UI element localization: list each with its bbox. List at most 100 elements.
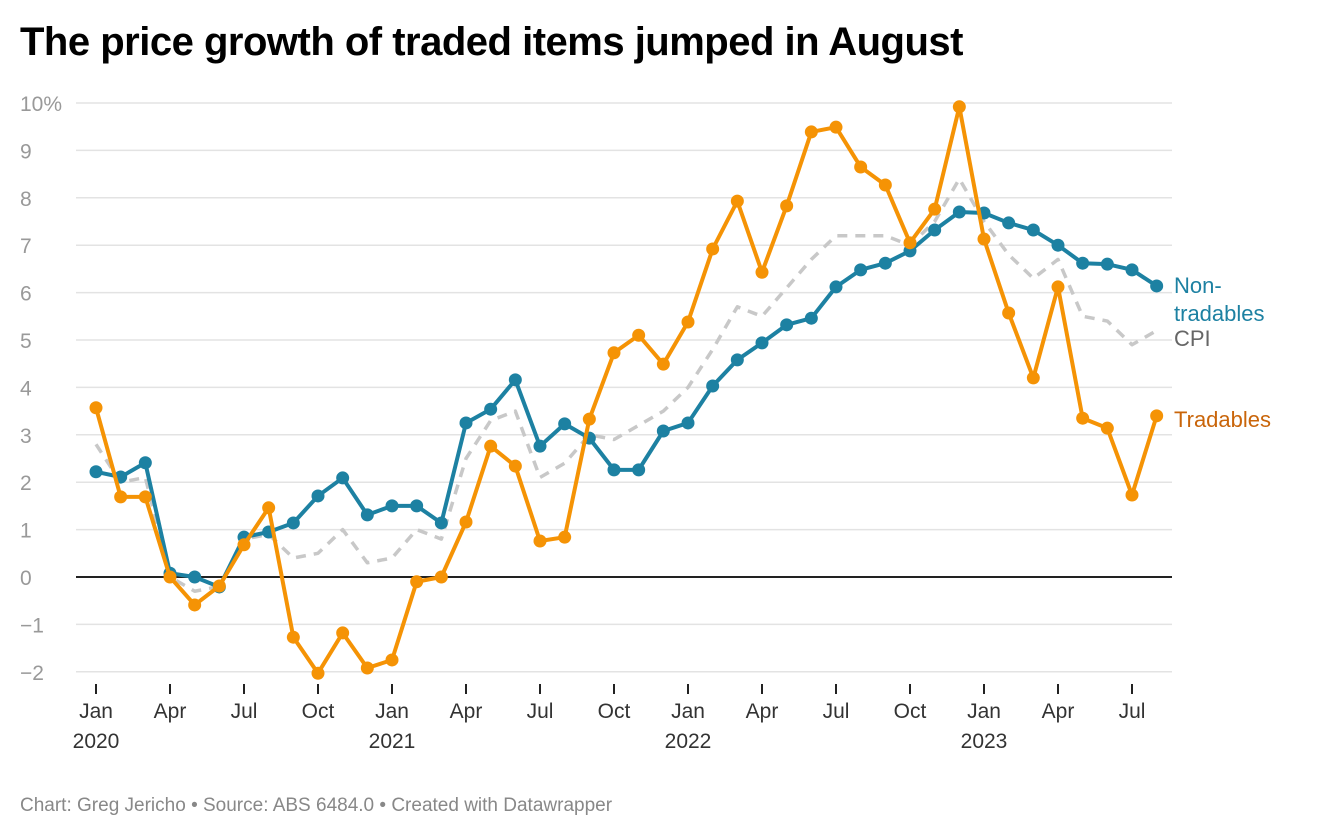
non-tradables-point bbox=[730, 353, 744, 367]
non-tradables-point bbox=[360, 508, 374, 522]
non-tradables-point bbox=[780, 318, 794, 332]
tradables-line bbox=[94, 104, 1159, 676]
non-tradables-point bbox=[1150, 279, 1164, 293]
tradables-point bbox=[878, 178, 892, 192]
tradables-point bbox=[484, 439, 498, 453]
tradables-point bbox=[681, 315, 695, 329]
tradables-point bbox=[262, 501, 276, 515]
non-tradables-point bbox=[755, 336, 769, 350]
non-tradables-point bbox=[632, 463, 646, 477]
x-tick-label: Apr bbox=[450, 700, 483, 723]
tradables-point bbox=[89, 401, 103, 415]
tradables-point bbox=[1076, 411, 1090, 425]
x-tick-label: Oct bbox=[302, 700, 335, 723]
x-tick-year-label: 2021 bbox=[369, 730, 416, 753]
tradables-point bbox=[755, 265, 769, 279]
tradables-point bbox=[632, 328, 646, 342]
tradables-point bbox=[138, 490, 152, 504]
non-tradables-point bbox=[706, 379, 720, 393]
tradables-point bbox=[656, 357, 670, 371]
x-tick-label: Jan bbox=[967, 700, 1001, 723]
tradables-point bbox=[607, 346, 621, 360]
tradables-point bbox=[706, 242, 720, 256]
y-tick-label: 4 bbox=[20, 377, 32, 400]
y-tick-label: 6 bbox=[20, 283, 32, 306]
chart-title: The price growth of traded items jumped … bbox=[20, 20, 963, 64]
non-tradables-point bbox=[533, 439, 547, 453]
tradables-point bbox=[163, 570, 177, 584]
x-tick-label: Oct bbox=[598, 700, 631, 723]
tradables-point bbox=[114, 490, 128, 504]
y-tick-label: 8 bbox=[20, 188, 32, 211]
non-tradables-point bbox=[410, 499, 424, 513]
tradables-point bbox=[410, 575, 424, 589]
series-label-non-tradables: Non- bbox=[1174, 273, 1222, 298]
y-tick-label: 10% bbox=[20, 93, 62, 116]
x-tick-label: Jul bbox=[231, 700, 258, 723]
non-tradables-point bbox=[928, 223, 942, 237]
x-tick-label: Apr bbox=[1042, 700, 1075, 723]
series-label-tradables: Tradables bbox=[1174, 407, 1271, 432]
tradables-point bbox=[1002, 306, 1016, 320]
non-tradables-point bbox=[336, 471, 350, 485]
non-tradables-point bbox=[138, 456, 152, 470]
tradables-point bbox=[1125, 488, 1139, 502]
tradables-point bbox=[1150, 409, 1164, 423]
non-tradables-point bbox=[188, 570, 202, 584]
x-tick-label: Jul bbox=[527, 700, 554, 723]
non-tradables-point bbox=[1051, 238, 1065, 252]
tradables-point bbox=[360, 661, 374, 675]
tradables-point bbox=[952, 100, 966, 114]
tradables-point bbox=[730, 194, 744, 208]
non-tradables-point bbox=[311, 489, 325, 503]
tradables-point bbox=[385, 653, 399, 667]
y-tick-label: 2 bbox=[20, 472, 32, 495]
non-tradables-point bbox=[385, 499, 399, 513]
tradables-point bbox=[336, 626, 350, 640]
non-tradables-point bbox=[804, 311, 818, 325]
non-tradables-point bbox=[854, 263, 868, 277]
tradables-point bbox=[1100, 421, 1114, 435]
tradables-point bbox=[237, 538, 251, 552]
tradables-point bbox=[286, 630, 300, 644]
tradables-point bbox=[188, 598, 202, 612]
y-tick-label: 3 bbox=[20, 425, 32, 448]
y-tick-label: −2 bbox=[20, 662, 44, 685]
tradables-point bbox=[212, 579, 226, 593]
tradables-point bbox=[459, 515, 473, 529]
x-tick-label: Apr bbox=[154, 700, 187, 723]
y-tick-label: 1 bbox=[20, 520, 32, 543]
non-tradables-point bbox=[89, 465, 103, 479]
non-tradables-point bbox=[878, 256, 892, 270]
tradables-point bbox=[582, 412, 596, 426]
tradables-point bbox=[780, 199, 794, 213]
non-tradables-point bbox=[286, 516, 300, 530]
non-tradables-point bbox=[434, 516, 448, 530]
non-tradables-point bbox=[681, 416, 695, 430]
non-tradables-point bbox=[607, 463, 621, 477]
x-tick-label: Jan bbox=[671, 700, 705, 723]
x-tick-label: Jan bbox=[79, 700, 113, 723]
non-tradables-point bbox=[484, 402, 498, 416]
non-tradables-point bbox=[1125, 263, 1139, 277]
x-tick-label: Jul bbox=[823, 700, 850, 723]
non-tradables-point bbox=[1100, 257, 1114, 271]
non-tradables-point bbox=[829, 280, 843, 294]
y-tick-label: 9 bbox=[20, 140, 32, 163]
tradables-point bbox=[804, 125, 818, 139]
x-tick-label: Jul bbox=[1119, 700, 1146, 723]
x-tick-year-label: 2023 bbox=[961, 730, 1008, 753]
non-tradables-point bbox=[656, 424, 670, 438]
y-tick-label: −1 bbox=[20, 614, 44, 637]
non-tradables-point bbox=[558, 417, 572, 431]
series-label-cpi: CPI bbox=[1174, 326, 1211, 351]
tradables-point bbox=[829, 120, 843, 134]
series-label-non-tradables: tradables bbox=[1174, 301, 1265, 326]
x-tick-label: Apr bbox=[746, 700, 779, 723]
y-tick-label: 0 bbox=[20, 567, 32, 590]
tradables-point bbox=[1026, 371, 1040, 385]
tradables-point bbox=[977, 232, 991, 246]
y-tick-label: 5 bbox=[20, 330, 32, 353]
tradables-point bbox=[903, 236, 917, 250]
non-tradables-point bbox=[1076, 256, 1090, 270]
